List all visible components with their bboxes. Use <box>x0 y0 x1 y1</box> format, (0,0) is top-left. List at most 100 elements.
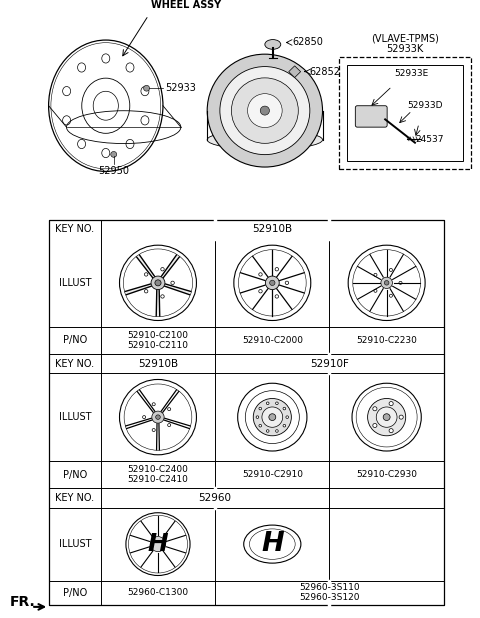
Circle shape <box>259 407 262 410</box>
Circle shape <box>253 399 291 436</box>
Circle shape <box>266 402 269 405</box>
Circle shape <box>152 428 155 431</box>
Text: 52910-C2230: 52910-C2230 <box>356 336 417 345</box>
Text: ILLUST: ILLUST <box>59 539 91 549</box>
Circle shape <box>151 276 165 290</box>
Circle shape <box>275 268 278 271</box>
Circle shape <box>207 54 323 167</box>
Circle shape <box>283 425 286 427</box>
Circle shape <box>168 423 171 426</box>
Circle shape <box>220 67 310 154</box>
Circle shape <box>384 281 389 285</box>
Circle shape <box>283 407 286 410</box>
Text: 52933: 52933 <box>166 83 196 93</box>
Circle shape <box>260 106 269 115</box>
Ellipse shape <box>102 54 110 63</box>
Bar <box>348 65 463 161</box>
Circle shape <box>262 407 283 427</box>
Bar <box>49 219 444 605</box>
Text: 52910B: 52910B <box>252 224 292 234</box>
Circle shape <box>389 294 393 297</box>
Text: H: H <box>261 531 284 557</box>
Circle shape <box>144 85 150 91</box>
Text: KEY NO.: KEY NO. <box>55 224 95 234</box>
Text: 62850: 62850 <box>293 38 324 48</box>
Text: 52933E: 52933E <box>394 69 428 78</box>
Circle shape <box>259 425 262 427</box>
Circle shape <box>269 413 276 420</box>
Circle shape <box>374 273 377 276</box>
Text: ILLUST: ILLUST <box>59 278 91 288</box>
Polygon shape <box>137 255 155 277</box>
Text: 52910-C2930: 52910-C2930 <box>356 470 417 479</box>
Text: ILLUST: ILLUST <box>59 412 91 422</box>
Circle shape <box>399 415 403 419</box>
Text: 52910-C2910: 52910-C2910 <box>242 470 303 479</box>
Text: 52910-C2400
52910-C2410: 52910-C2400 52910-C2410 <box>128 465 189 485</box>
Text: 52960: 52960 <box>199 493 232 503</box>
Ellipse shape <box>102 148 110 158</box>
Text: P/NO: P/NO <box>63 335 87 345</box>
Circle shape <box>256 416 259 418</box>
Circle shape <box>144 290 148 293</box>
Ellipse shape <box>141 116 149 125</box>
Text: FR.: FR. <box>9 595 35 609</box>
Circle shape <box>144 273 148 276</box>
Circle shape <box>152 411 164 423</box>
Ellipse shape <box>62 87 71 96</box>
Circle shape <box>265 276 279 290</box>
Text: 52933D: 52933D <box>407 101 443 110</box>
Circle shape <box>381 277 393 289</box>
Ellipse shape <box>207 130 323 150</box>
Circle shape <box>152 403 155 406</box>
Text: 52933K: 52933K <box>386 44 424 54</box>
Circle shape <box>156 415 160 420</box>
Text: 62852: 62852 <box>310 67 341 77</box>
Text: P/NO: P/NO <box>63 588 87 598</box>
FancyBboxPatch shape <box>355 106 387 127</box>
Circle shape <box>259 273 262 276</box>
Circle shape <box>275 295 278 298</box>
Polygon shape <box>125 284 151 295</box>
Polygon shape <box>288 66 300 77</box>
Circle shape <box>373 407 377 411</box>
Ellipse shape <box>78 140 85 148</box>
Circle shape <box>376 407 397 427</box>
Circle shape <box>276 402 278 405</box>
Ellipse shape <box>265 40 281 49</box>
Text: KEY NO.: KEY NO. <box>55 358 95 368</box>
Text: 52910-C2100
52910-C2110: 52910-C2100 52910-C2110 <box>128 331 189 350</box>
Circle shape <box>161 268 164 271</box>
Circle shape <box>266 430 269 432</box>
Circle shape <box>150 536 166 552</box>
Circle shape <box>270 280 275 286</box>
Circle shape <box>259 290 262 293</box>
Text: (VLAVE-TPMS): (VLAVE-TPMS) <box>371 33 439 43</box>
Circle shape <box>389 429 393 433</box>
Circle shape <box>374 289 377 292</box>
Circle shape <box>161 295 164 298</box>
Circle shape <box>389 268 393 271</box>
Circle shape <box>373 423 377 428</box>
Polygon shape <box>156 290 160 316</box>
Text: WHEEL ASSY: WHEEL ASSY <box>151 1 221 11</box>
Circle shape <box>286 416 288 418</box>
Circle shape <box>248 94 282 127</box>
Circle shape <box>168 408 171 411</box>
Circle shape <box>383 413 390 420</box>
Circle shape <box>368 399 406 436</box>
Text: P/NO: P/NO <box>63 470 87 480</box>
Ellipse shape <box>126 140 134 148</box>
Circle shape <box>143 416 145 418</box>
Circle shape <box>399 281 402 284</box>
Circle shape <box>231 78 298 143</box>
Ellipse shape <box>126 63 134 72</box>
Ellipse shape <box>141 87 149 96</box>
Polygon shape <box>161 255 179 277</box>
Circle shape <box>276 430 278 432</box>
Text: 52910-C2000: 52910-C2000 <box>242 336 303 345</box>
Text: KEY NO.: KEY NO. <box>55 493 95 503</box>
Circle shape <box>155 280 161 286</box>
Ellipse shape <box>78 63 85 72</box>
Text: 52960-3S110
52960-3S120: 52960-3S110 52960-3S120 <box>299 583 360 603</box>
